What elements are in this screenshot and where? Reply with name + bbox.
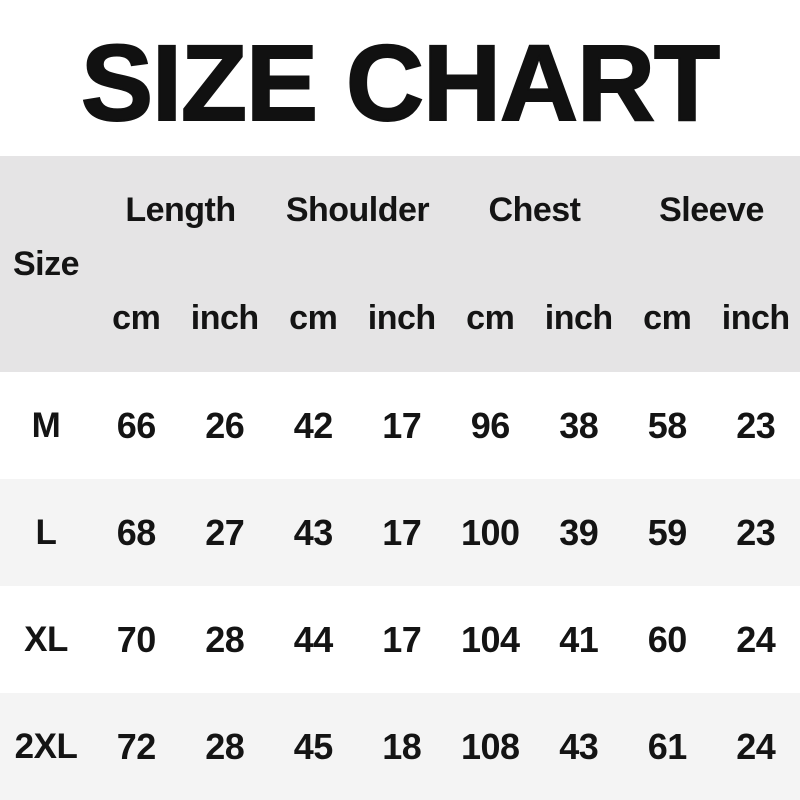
column-header-size: Size: [12, 245, 80, 283]
table-cell: 17: [382, 511, 422, 553]
table-cell: 38: [559, 404, 599, 446]
table-header: Size Length Shoulder Chest Sleeve cm inc…: [0, 156, 800, 372]
table-cell: 24: [736, 725, 776, 767]
table-cell: 28: [205, 618, 245, 660]
column-group-shoulder: Shoulder: [285, 191, 430, 229]
row-size-label: 2XL: [14, 727, 78, 766]
table-cell: 100: [460, 511, 520, 553]
table-row-l: L 68 27 43 17 100 39 59 23: [0, 479, 800, 586]
table-row-xl: XL 70 28 44 17 104 41 60 24: [0, 586, 800, 693]
table-cell: 66: [116, 404, 157, 446]
table-cell: 104: [460, 618, 520, 660]
table-cell: 23: [736, 511, 776, 553]
table-cell: 28: [205, 725, 245, 767]
unit-header-chest-cm: cm: [466, 299, 515, 337]
unit-header-length-inch: inch: [190, 299, 259, 337]
table-cell: 17: [382, 404, 422, 446]
table-cell: 23: [736, 404, 776, 446]
unit-header-shoulder-inch: inch: [367, 299, 436, 337]
table-cell: 43: [293, 511, 334, 553]
table-cell: 59: [647, 511, 688, 553]
table-cell: 26: [205, 404, 245, 446]
table-cell: 61: [647, 725, 688, 767]
unit-header-sleeve-inch: inch: [721, 299, 790, 337]
table-cell: 17: [382, 618, 422, 660]
table-cell: 44: [293, 618, 334, 660]
table-cell: 43: [559, 725, 599, 767]
table-cell: 72: [116, 725, 157, 767]
table-cell: 60: [647, 618, 688, 660]
row-size-label: XL: [24, 620, 68, 659]
table-cell: 42: [293, 404, 334, 446]
table-cell: 108: [460, 725, 520, 767]
unit-header-sleeve-cm: cm: [643, 299, 692, 337]
page-title: SIZE CHART: [80, 22, 721, 143]
table-cell: 96: [470, 404, 511, 446]
table-row-m: M 66 26 42 17 96 38 58 23: [0, 372, 800, 479]
column-group-length: Length: [125, 191, 236, 229]
table-cell: 45: [293, 725, 334, 767]
table-cell: 68: [116, 511, 157, 553]
table-cell: 58: [647, 404, 688, 446]
row-size-label: L: [35, 513, 57, 552]
title-bar: SIZE CHART: [0, 0, 800, 156]
table-cell: 18: [382, 725, 422, 767]
table-cell: 27: [205, 511, 245, 553]
table-cell: 39: [559, 511, 599, 553]
row-size-label: M: [31, 406, 61, 445]
table-cell: 70: [116, 618, 157, 660]
unit-header-length-cm: cm: [112, 299, 161, 337]
table-cell: 24: [736, 618, 776, 660]
table-row-2xl: 2XL 72 28 45 18 108 43 61 24: [0, 693, 800, 800]
unit-header-shoulder-cm: cm: [289, 299, 338, 337]
column-group-chest: Chest: [488, 191, 581, 229]
unit-header-chest-inch: inch: [544, 299, 613, 337]
table-cell: 41: [559, 618, 599, 660]
column-group-sleeve: Sleeve: [659, 191, 764, 229]
